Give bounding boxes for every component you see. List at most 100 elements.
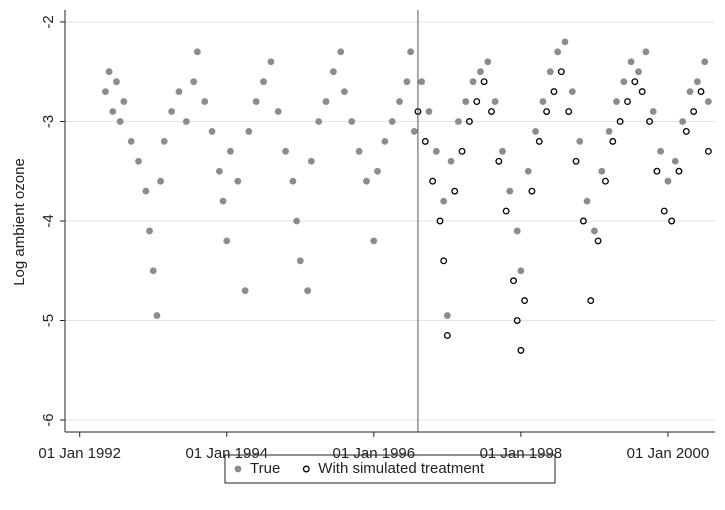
y-tick-label: -4 (40, 214, 57, 227)
data-point (495, 157, 503, 165)
data-point (113, 78, 120, 86)
data-point (583, 197, 591, 205)
data-point (227, 147, 234, 155)
data-point (465, 118, 473, 125)
data-point (322, 98, 330, 105)
y-tick-label: -3 (40, 115, 57, 128)
data-point (543, 108, 551, 115)
data-point (241, 287, 249, 295)
y-tick-label: -5 (40, 314, 57, 327)
data-point (561, 38, 569, 46)
data-point (624, 98, 631, 106)
data-point (135, 157, 142, 165)
data-point (396, 98, 403, 105)
data-point (260, 78, 267, 86)
data-point (697, 88, 705, 96)
data-point (120, 98, 128, 105)
data-point (616, 118, 624, 125)
data-point (638, 88, 646, 96)
data-point (686, 88, 694, 96)
data-point (473, 98, 481, 106)
data-point (157, 177, 164, 185)
data-point (216, 167, 223, 175)
data-point (267, 58, 275, 66)
data-point (223, 237, 231, 245)
data-point (605, 128, 613, 135)
data-point (175, 88, 183, 96)
data-point (142, 187, 150, 195)
data-point (454, 118, 462, 125)
data-point (532, 128, 539, 135)
data-point (499, 147, 506, 155)
data-point (502, 207, 510, 215)
data-point (513, 317, 521, 324)
data-point (587, 297, 595, 305)
data-point (480, 78, 488, 86)
data-point (219, 197, 227, 205)
data-point (477, 68, 484, 76)
data-point (160, 137, 168, 145)
data-point (565, 108, 573, 115)
data-point (146, 227, 153, 235)
data-point (671, 157, 679, 165)
data-point (252, 98, 260, 105)
data-point (458, 147, 466, 155)
data-point (296, 257, 304, 265)
data-point (484, 58, 492, 66)
data-point (208, 128, 216, 135)
x-tick-label: 01 Jan 1994 (185, 445, 268, 462)
data-point (407, 48, 414, 56)
data-point (190, 78, 198, 86)
data-point (657, 147, 664, 155)
data-point (535, 137, 543, 145)
data-point (341, 88, 348, 96)
data-point (355, 147, 363, 155)
data-point (127, 137, 135, 145)
data-point (109, 108, 117, 115)
data-point (329, 68, 337, 76)
data-point (443, 332, 451, 339)
data-point (451, 187, 459, 195)
data-point (598, 167, 606, 175)
data-point (374, 167, 381, 175)
data-point (304, 287, 312, 295)
data-point (370, 237, 378, 245)
data-point (182, 118, 190, 125)
data-point (513, 227, 521, 235)
data-point (704, 98, 712, 105)
data-point (425, 108, 433, 115)
y-tick-label: -6 (40, 413, 57, 426)
data-point (153, 312, 161, 319)
data-point (245, 128, 253, 135)
data-point (462, 98, 470, 105)
data-point (539, 98, 547, 105)
x-tick-label: 01 Jan 1996 (333, 445, 416, 462)
data-point (421, 137, 429, 145)
data-point (668, 217, 676, 225)
data-point (601, 177, 609, 185)
data-point (201, 98, 209, 105)
data-point (576, 137, 584, 145)
data-point (149, 267, 157, 275)
data-point (660, 207, 668, 215)
data-point (418, 78, 426, 86)
data-point (234, 177, 242, 185)
data-point (193, 48, 201, 56)
data-point (664, 177, 672, 185)
data-point (554, 48, 562, 56)
data-point (572, 157, 580, 165)
data-point (381, 137, 389, 145)
x-tick-label: 01 Jan 1998 (480, 445, 563, 462)
data-point (289, 177, 297, 185)
data-point (274, 108, 282, 115)
data-point (546, 68, 554, 76)
data-point (521, 297, 529, 305)
data-point (363, 177, 370, 185)
data-point (436, 217, 444, 225)
data-point (682, 127, 690, 135)
data-point (627, 58, 635, 66)
data-point (579, 217, 587, 225)
